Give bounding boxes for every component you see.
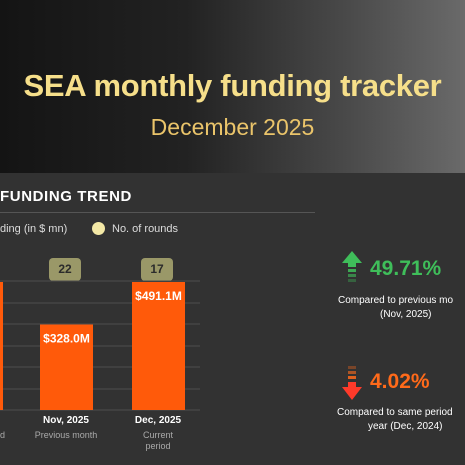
header-banner — [0, 0, 465, 173]
category-label-nov: Nov, 2025 — [43, 415, 89, 426]
category-note-nov: Previous month — [34, 430, 98, 440]
kpi-yoy-caption-1: Compared to same period — [337, 407, 453, 418]
funding-panel — [0, 173, 465, 465]
section-divider — [0, 212, 315, 213]
page-subtitle: December 2025 — [150, 114, 315, 140]
bar-0 — [40, 324, 93, 410]
legend-rounds-dot — [92, 222, 105, 235]
category-note-dec: Current period — [142, 430, 173, 451]
bar-cut-off — [0, 282, 3, 410]
page-title: SEA monthly funding tracker — [23, 68, 442, 103]
arrow-up-icon — [342, 251, 362, 282]
kpi-mom-value: 49.71% — [370, 257, 442, 280]
category-note-cut-off: d — [0, 430, 6, 440]
kpi-mom-caption-2: (Nov, 2025) — [380, 309, 432, 320]
bar-value-label-0: $328.0M — [43, 332, 90, 346]
legend-rounds: No. of rounds — [112, 223, 179, 235]
funding-bar-chart: $328.0M $491.1M — [0, 280, 200, 411]
bar-1 — [132, 282, 185, 410]
category-label-dec: Dec, 2025 — [134, 415, 182, 426]
legend-funding: ding (in $ mn) — [0, 223, 68, 235]
section-title: FUNDING TREND — [0, 188, 132, 205]
kpi-yoy-caption-2: year (Dec, 2024) — [368, 421, 443, 432]
rounds-badge-nov: 22 — [49, 258, 81, 281]
arrow-down-icon — [342, 366, 362, 400]
bar-value-label-1: $491.1M — [135, 289, 182, 303]
kpi-yoy-value: 4.02% — [370, 370, 430, 393]
kpi-mom-caption-1: Compared to previous mo — [338, 295, 454, 306]
rounds-badge-dec: 17 — [141, 258, 173, 281]
